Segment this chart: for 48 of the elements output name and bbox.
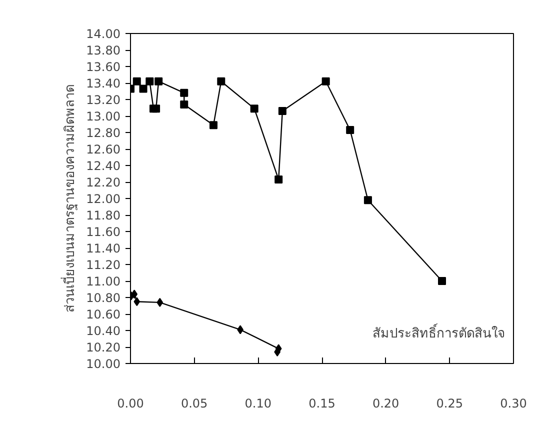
x-tick-label: 0.05	[180, 396, 208, 410]
y-tick-label: 11.40	[86, 242, 121, 256]
point	[132, 77, 141, 86]
point	[364, 196, 372, 204]
y-tick-label: 12.60	[86, 142, 121, 156]
y-tick-label: 10.00	[86, 357, 121, 371]
point	[180, 100, 188, 108]
x-tick-label: 0.30	[500, 396, 527, 410]
y-tick-label: 10.80	[86, 291, 121, 305]
x-tick-label: 0.15	[308, 396, 336, 410]
point	[274, 176, 283, 184]
y-tick-label: 13.60	[86, 60, 121, 74]
x-tick-label: 0.00	[117, 396, 144, 410]
point	[346, 126, 354, 134]
point	[278, 107, 286, 116]
y-tick-label: 12.40	[86, 159, 121, 173]
point	[134, 297, 140, 306]
y-tick-label: 10.20	[86, 340, 121, 354]
x-axis-title: สัมประสิทธิ์การตัดสินใจ	[372, 324, 506, 342]
point	[139, 84, 148, 93]
point	[438, 277, 446, 285]
y-tick-label: 11.60	[86, 225, 121, 239]
x-tick-label: 0.25	[436, 396, 464, 410]
point	[146, 77, 154, 86]
y-tick-label: 13.20	[86, 93, 121, 107]
point	[156, 298, 164, 307]
y-tick-label: 10.40	[86, 324, 121, 338]
y-tick-label: 13.40	[86, 76, 121, 90]
point	[152, 104, 160, 113]
x-tick-label: 0.10	[244, 396, 272, 410]
y-tick-label: 11.80	[86, 208, 121, 222]
y-tick-label: 11.20	[86, 258, 121, 272]
point	[154, 77, 163, 86]
y-tick-label: 12.20	[86, 176, 121, 190]
y-tick-label: 12.80	[86, 126, 121, 140]
y-tick-label: 14.00	[86, 27, 121, 41]
y-tick-label: 10.60	[86, 308, 121, 322]
y-tick-label: 12.00	[86, 192, 121, 206]
point	[209, 121, 218, 130]
y-tick-label: 13.80	[86, 44, 121, 58]
y-tick-label: 13.00	[86, 110, 121, 124]
point	[180, 88, 188, 97]
x-tick-label: 0.20	[372, 396, 400, 410]
point	[250, 104, 258, 113]
point	[217, 77, 226, 86]
point	[322, 77, 330, 86]
y-axis-title: ส่วนเบี่ยงเบนมาตรฐานของความผิดพลาด	[61, 84, 78, 312]
y-tick-label: 11.00	[86, 274, 121, 288]
